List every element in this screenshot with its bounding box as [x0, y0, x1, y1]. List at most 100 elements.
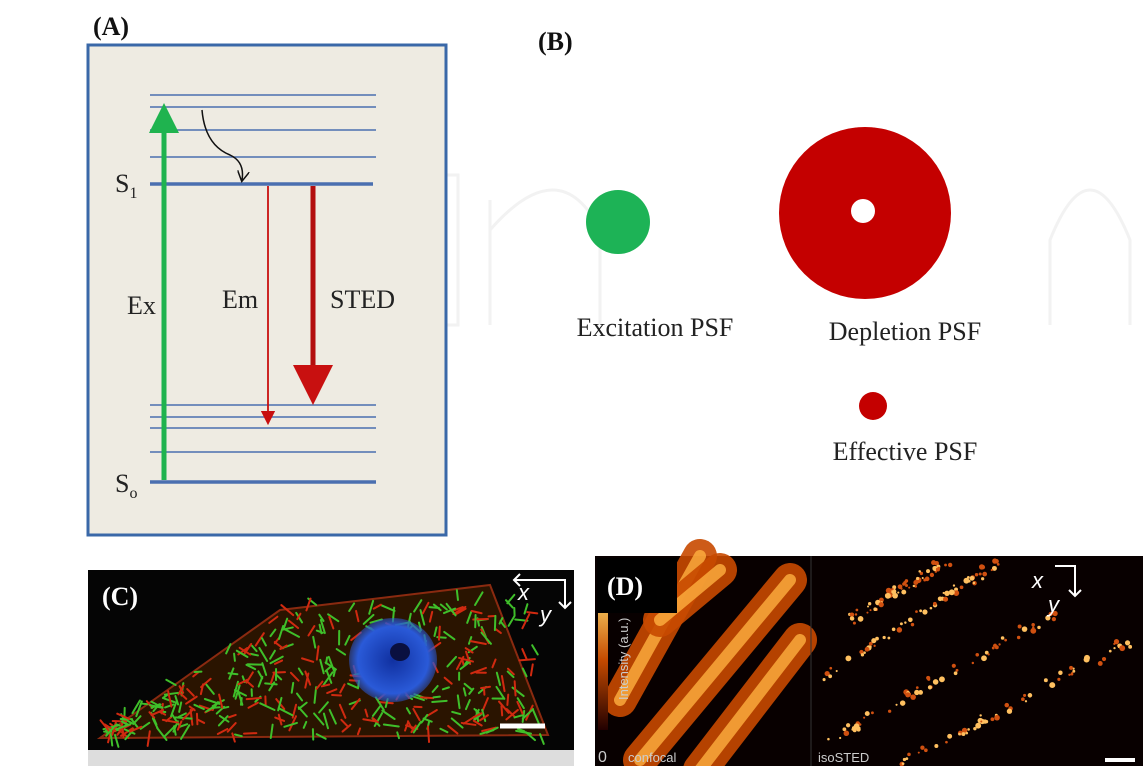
texture — [921, 576, 924, 580]
texture — [239, 697, 243, 706]
texture — [130, 718, 140, 729]
texture — [955, 668, 959, 672]
texture — [460, 721, 477, 726]
texture — [216, 727, 229, 736]
texture — [961, 732, 966, 736]
texture — [124, 718, 134, 725]
texture — [297, 667, 304, 676]
texture — [907, 752, 911, 757]
texture — [505, 708, 516, 718]
texture — [901, 589, 907, 595]
depletion-hole — [851, 199, 875, 223]
texture — [178, 701, 183, 713]
texture — [491, 658, 497, 669]
texture — [344, 634, 351, 646]
texture — [269, 671, 276, 685]
texture — [114, 723, 132, 731]
texture — [111, 721, 117, 736]
texture — [932, 601, 937, 606]
texture — [468, 687, 475, 695]
texture — [268, 681, 276, 692]
texture — [506, 670, 515, 679]
texture — [513, 714, 524, 719]
texture — [1097, 661, 1103, 666]
em-label: Em — [222, 285, 258, 314]
texture — [926, 569, 930, 574]
texture — [1052, 610, 1058, 617]
texture — [348, 602, 356, 612]
effective-psf — [859, 392, 887, 420]
texture — [1108, 649, 1112, 653]
texture — [178, 691, 188, 700]
texture — [516, 727, 526, 733]
texture — [859, 649, 864, 655]
texture — [973, 726, 977, 731]
texture — [884, 592, 891, 599]
texture — [932, 679, 939, 685]
texture — [441, 686, 450, 691]
texture — [428, 606, 440, 609]
texture — [1124, 640, 1131, 646]
texture — [1030, 627, 1037, 634]
texture — [498, 700, 510, 714]
texture — [335, 648, 347, 656]
texture — [109, 731, 114, 747]
texture — [1069, 665, 1073, 670]
texture — [326, 688, 338, 695]
texture — [953, 590, 960, 596]
texture — [892, 592, 898, 599]
texture — [852, 621, 856, 625]
texture — [892, 585, 897, 590]
texture — [99, 719, 112, 734]
texture — [481, 708, 487, 723]
texture — [437, 625, 441, 641]
texture — [405, 707, 411, 715]
nucleolus — [390, 643, 410, 661]
texture — [953, 671, 958, 676]
texture — [695, 634, 806, 766]
texture — [851, 726, 856, 731]
texture — [521, 613, 531, 630]
texture — [227, 672, 239, 676]
texture — [450, 717, 464, 729]
texture — [521, 709, 526, 723]
texture — [226, 722, 237, 733]
texture — [174, 695, 180, 706]
texture — [327, 613, 340, 623]
texture — [447, 724, 459, 735]
texture — [917, 751, 920, 754]
texture — [1057, 677, 1061, 681]
texture — [234, 684, 241, 700]
texture — [850, 616, 855, 621]
texture — [1084, 657, 1089, 663]
texture — [442, 607, 457, 615]
texture — [331, 693, 342, 697]
texture — [433, 626, 438, 638]
texture — [963, 577, 970, 584]
texture — [150, 700, 164, 709]
panel-label: (A) — [93, 12, 129, 41]
y-axis-label: y — [538, 602, 553, 627]
texture — [233, 733, 243, 738]
texture — [426, 725, 431, 743]
texture — [907, 617, 913, 623]
texture — [238, 646, 252, 656]
texture — [221, 705, 230, 710]
texture — [268, 615, 279, 624]
texture — [991, 646, 995, 650]
texture — [919, 609, 923, 613]
texture — [420, 713, 429, 724]
texture — [249, 652, 259, 657]
texture — [961, 727, 968, 734]
texture — [443, 676, 453, 685]
texture — [927, 685, 932, 690]
texture — [891, 627, 896, 632]
texture — [139, 721, 151, 730]
texture — [506, 593, 516, 605]
texture — [910, 694, 916, 700]
texture — [439, 603, 448, 611]
texture — [377, 701, 394, 705]
texture — [318, 701, 329, 714]
s1-label: S1 — [115, 169, 137, 202]
texture — [277, 713, 283, 726]
